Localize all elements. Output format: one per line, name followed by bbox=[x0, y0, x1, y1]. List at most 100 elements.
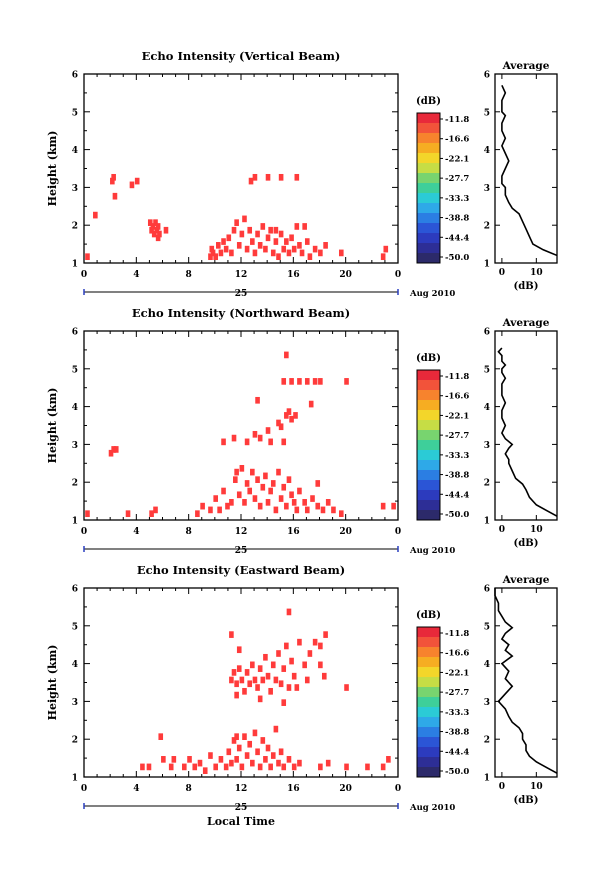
echo-cell bbox=[263, 756, 268, 763]
echo-cell bbox=[112, 192, 118, 200]
colorbar-swatch bbox=[417, 173, 440, 184]
echo-cell bbox=[281, 665, 287, 672]
y-tick-label: 6 bbox=[72, 585, 78, 595]
average-y-tick-label: 3 bbox=[484, 441, 490, 451]
x-tick-label: 4 bbox=[133, 784, 139, 794]
echo-cell bbox=[236, 491, 242, 499]
echo-cell bbox=[153, 219, 158, 226]
echo-cell bbox=[344, 763, 349, 771]
echo-cell bbox=[223, 763, 229, 771]
echo-cell bbox=[149, 510, 154, 518]
date-label: Aug 2010 bbox=[409, 546, 455, 556]
echo-cell bbox=[236, 242, 242, 249]
echo-cell bbox=[218, 249, 224, 257]
echo-cell bbox=[125, 510, 131, 518]
echo-cell bbox=[255, 684, 260, 691]
echo-cell bbox=[257, 502, 263, 510]
colorbar-swatch bbox=[417, 440, 440, 451]
echo-cell bbox=[293, 412, 298, 419]
echo-cell bbox=[140, 763, 145, 771]
echo-cell bbox=[134, 177, 140, 185]
echo-cell bbox=[265, 173, 271, 181]
day-label: 25 bbox=[235, 803, 248, 813]
y-tick-label: 4 bbox=[72, 660, 78, 670]
colorbar-frame bbox=[416, 369, 441, 521]
echo-cell bbox=[338, 249, 344, 257]
echo-cell bbox=[291, 672, 297, 680]
echo-cell bbox=[281, 483, 287, 491]
echo-cell bbox=[265, 672, 271, 680]
echo-cell bbox=[239, 676, 245, 684]
average-y-tick-label: 6 bbox=[484, 71, 490, 81]
colorbar-swatch bbox=[417, 510, 440, 521]
echo-cell bbox=[268, 487, 273, 495]
echo-cell bbox=[278, 495, 284, 502]
echo-cell bbox=[250, 661, 255, 669]
echo-cell bbox=[307, 253, 313, 261]
colorbar-frame bbox=[416, 626, 441, 778]
echo-cell bbox=[113, 446, 119, 453]
colorbar-swatch bbox=[417, 757, 440, 768]
average-x-tick-label: 0 bbox=[499, 268, 505, 278]
echo-cell bbox=[278, 173, 284, 181]
colorbar-swatch bbox=[417, 420, 440, 431]
colorbar-swatch bbox=[417, 370, 440, 381]
colorbar-swatch bbox=[417, 233, 440, 244]
echo-cell bbox=[380, 763, 386, 771]
echo-cell bbox=[297, 378, 302, 385]
x-tick-label: 16 bbox=[287, 270, 300, 280]
echo-cell bbox=[294, 173, 300, 181]
average-frame bbox=[494, 587, 558, 778]
average-x-label: (dB) bbox=[514, 795, 539, 806]
colorbar-label: -11.8 bbox=[445, 629, 469, 639]
colorbar-unit: (dB) bbox=[416, 610, 441, 621]
x-tick-label: 0 bbox=[395, 784, 401, 794]
echo-cell bbox=[187, 756, 192, 763]
echo-cell bbox=[265, 744, 271, 752]
colorbar-swatch bbox=[417, 390, 440, 401]
echo-cell bbox=[236, 646, 242, 654]
echo-cell bbox=[250, 759, 255, 767]
average-y-tick-label: 2 bbox=[484, 736, 490, 746]
echo-cell bbox=[302, 499, 307, 506]
colorbar-label: -22.1 bbox=[445, 154, 469, 164]
y-tick-label: 5 bbox=[72, 108, 78, 118]
echo-cell bbox=[147, 219, 153, 226]
average-y-tick-label: 4 bbox=[484, 403, 490, 413]
echo-cell bbox=[226, 748, 232, 756]
average-title: Average bbox=[502, 574, 550, 586]
echo-cell bbox=[231, 669, 237, 676]
echo-cell bbox=[312, 245, 318, 253]
echo-cell bbox=[284, 642, 289, 650]
echo-cell bbox=[289, 415, 294, 423]
colorbar-swatch bbox=[417, 767, 440, 778]
echo-cell bbox=[263, 653, 268, 661]
colorbar-label: -22.1 bbox=[445, 411, 469, 421]
colorbar-swatch bbox=[417, 657, 440, 668]
echo-cell bbox=[302, 223, 307, 230]
echo-cell bbox=[223, 245, 229, 253]
echo-cell bbox=[217, 506, 222, 514]
colorbar-swatch bbox=[417, 163, 440, 174]
colorbar-swatch bbox=[417, 490, 440, 501]
average-x-label: (dB) bbox=[514, 281, 539, 292]
y-tick-label: 6 bbox=[72, 328, 78, 338]
echo-cell bbox=[234, 733, 239, 740]
x-tick-label: 16 bbox=[287, 527, 300, 537]
echo-cell bbox=[239, 465, 245, 472]
echo-cell bbox=[268, 763, 273, 771]
echo-cell bbox=[321, 672, 327, 680]
echo-cell bbox=[294, 223, 300, 230]
echo-cell bbox=[325, 759, 331, 767]
echo-cell bbox=[265, 427, 271, 434]
echo-cell bbox=[216, 242, 221, 249]
echo-cell bbox=[208, 253, 213, 261]
echo-cell bbox=[286, 408, 292, 415]
colorbar-label: -16.6 bbox=[445, 135, 469, 145]
colorbar-swatch bbox=[417, 637, 440, 648]
echo-cell bbox=[281, 438, 287, 446]
echo-cell bbox=[221, 238, 226, 245]
echo-cell bbox=[276, 650, 281, 657]
colorbar-label: -50.0 bbox=[445, 767, 469, 777]
